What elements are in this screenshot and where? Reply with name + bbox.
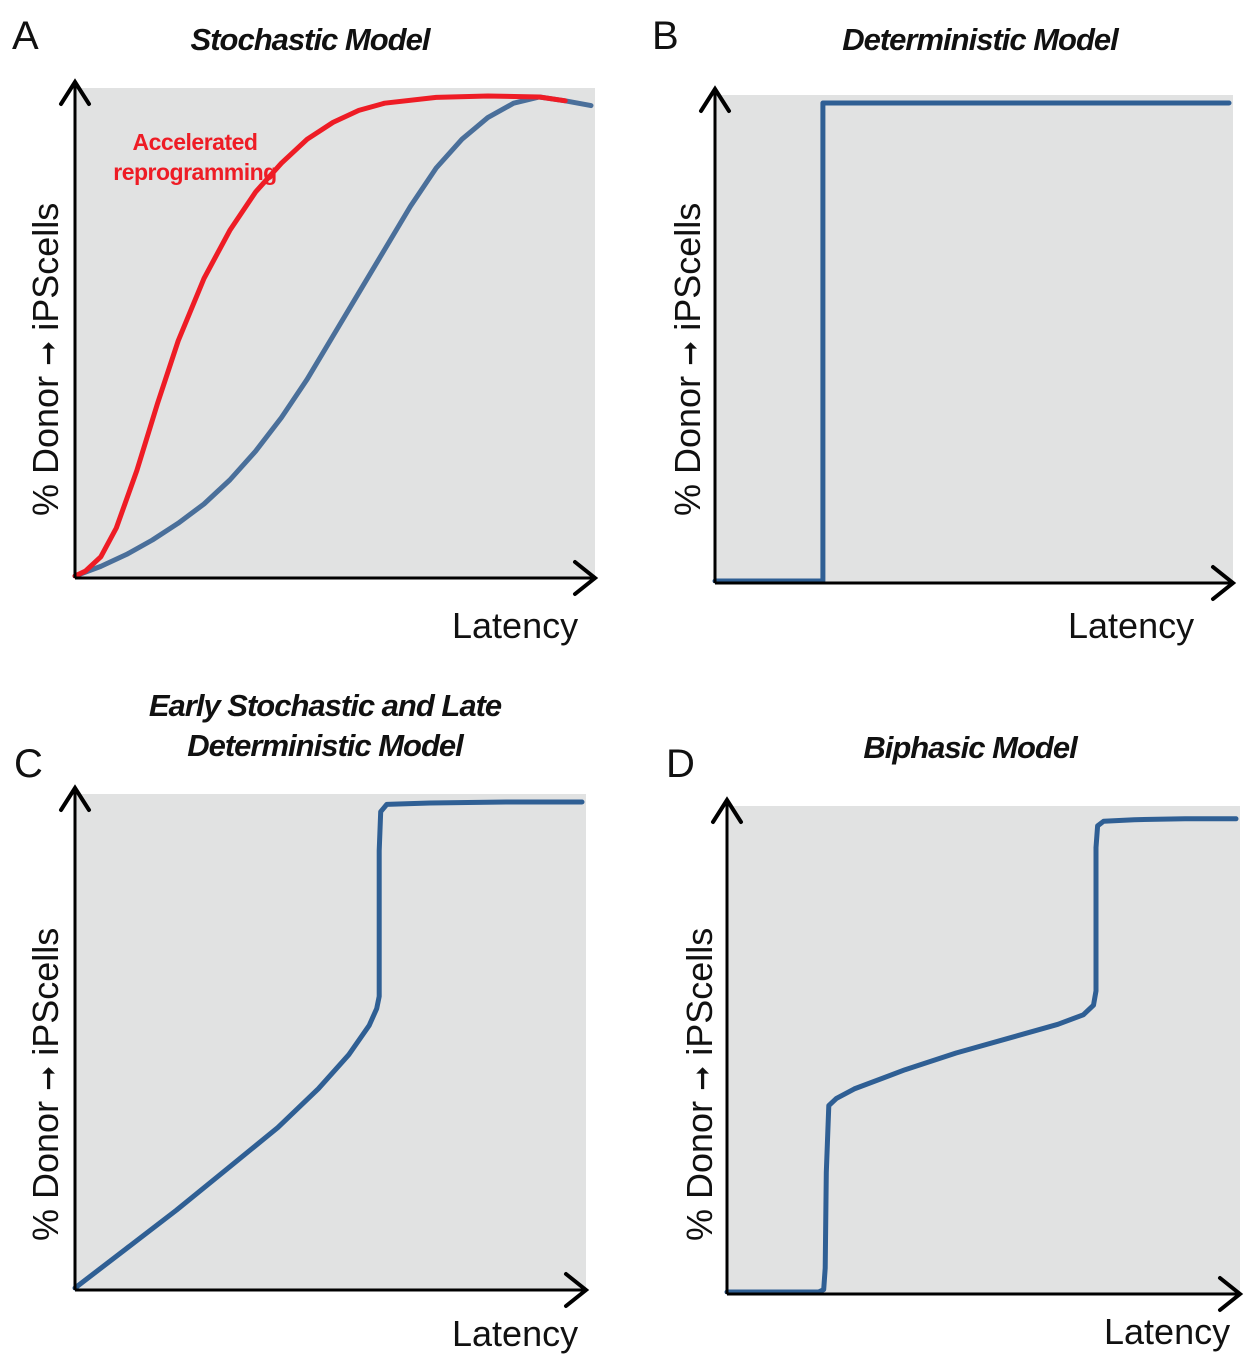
y-axis-arrowhead bbox=[711, 796, 743, 824]
y-axis-label: % Donor ➞ iPScells bbox=[25, 927, 66, 1241]
panel-letter: D bbox=[666, 742, 695, 786]
series-curve-0 bbox=[712, 100, 1232, 584]
y-label-pre: % Donor bbox=[25, 375, 66, 516]
panel-title: Deterministic Model bbox=[842, 22, 1119, 57]
arrow-icon: ➞ bbox=[32, 1065, 65, 1091]
y-label-pre: % Donor bbox=[25, 1100, 66, 1241]
panel-c: C Early Stochastic and Late Deterministi… bbox=[0, 676, 630, 1353]
y-axis-arrowhead bbox=[59, 784, 91, 812]
y-axis-label: % Donor ➞ iPScells bbox=[25, 202, 66, 516]
panel-letter: C bbox=[14, 742, 43, 786]
arrow-icon: ➞ bbox=[32, 340, 65, 366]
x-axis-label: Latency bbox=[1104, 1311, 1231, 1352]
series-curve-0 bbox=[72, 799, 585, 1291]
y-label-pre: % Donor bbox=[667, 375, 708, 516]
y-label-post: iPScells bbox=[25, 927, 66, 1066]
x-axis-arrowhead bbox=[564, 1272, 590, 1308]
plot-b bbox=[699, 85, 1237, 601]
panel-title: Early Stochastic and Late Deterministic … bbox=[148, 688, 502, 763]
panel-d: D Biphasic Model Latency % Donor ➞ iPSce… bbox=[630, 676, 1260, 1353]
series-curve-1 bbox=[72, 93, 568, 579]
plot-background bbox=[715, 95, 1233, 583]
panel-title: Biphasic Model bbox=[863, 730, 1077, 765]
plot-d bbox=[711, 796, 1244, 1312]
plot-background bbox=[727, 806, 1240, 1294]
panel-title: Stochastic Model bbox=[190, 22, 431, 57]
annotation-accelerated: Accelerated reprogramming bbox=[113, 129, 277, 185]
y-axis-label: % Donor ➞ iPScells bbox=[667, 202, 708, 516]
y-axis-label: % Donor ➞ iPScells bbox=[679, 927, 720, 1241]
plot-background bbox=[75, 794, 586, 1290]
x-axis-arrowhead bbox=[1211, 565, 1237, 601]
panel-a: A Stochastic Model Accelerated reprogram… bbox=[0, 0, 630, 676]
y-label-pre: % Donor bbox=[679, 1100, 720, 1241]
y-label-post: iPScells bbox=[679, 927, 720, 1066]
y-axis-arrowhead bbox=[59, 78, 91, 106]
plot-c bbox=[59, 784, 590, 1308]
x-axis-label: Latency bbox=[1068, 605, 1195, 646]
x-axis-arrowhead bbox=[1218, 1276, 1244, 1312]
panel-letter: B bbox=[652, 14, 679, 58]
arrow-icon: ➞ bbox=[686, 1065, 719, 1091]
arrow-icon: ➞ bbox=[674, 340, 707, 366]
panel-b: B Deterministic Model Latency % Donor ➞ … bbox=[630, 0, 1260, 676]
x-axis-arrowhead bbox=[573, 560, 599, 596]
panel-letter: A bbox=[12, 14, 39, 58]
x-axis-label: Latency bbox=[452, 605, 579, 646]
series-curve-0 bbox=[72, 94, 594, 579]
y-axis-arrowhead bbox=[699, 85, 731, 113]
series-curve-0 bbox=[724, 816, 1239, 1295]
x-axis-label: Latency bbox=[452, 1313, 579, 1354]
y-label-post: iPScells bbox=[25, 202, 66, 341]
plot-a bbox=[59, 78, 599, 596]
y-label-post: iPScells bbox=[667, 202, 708, 341]
